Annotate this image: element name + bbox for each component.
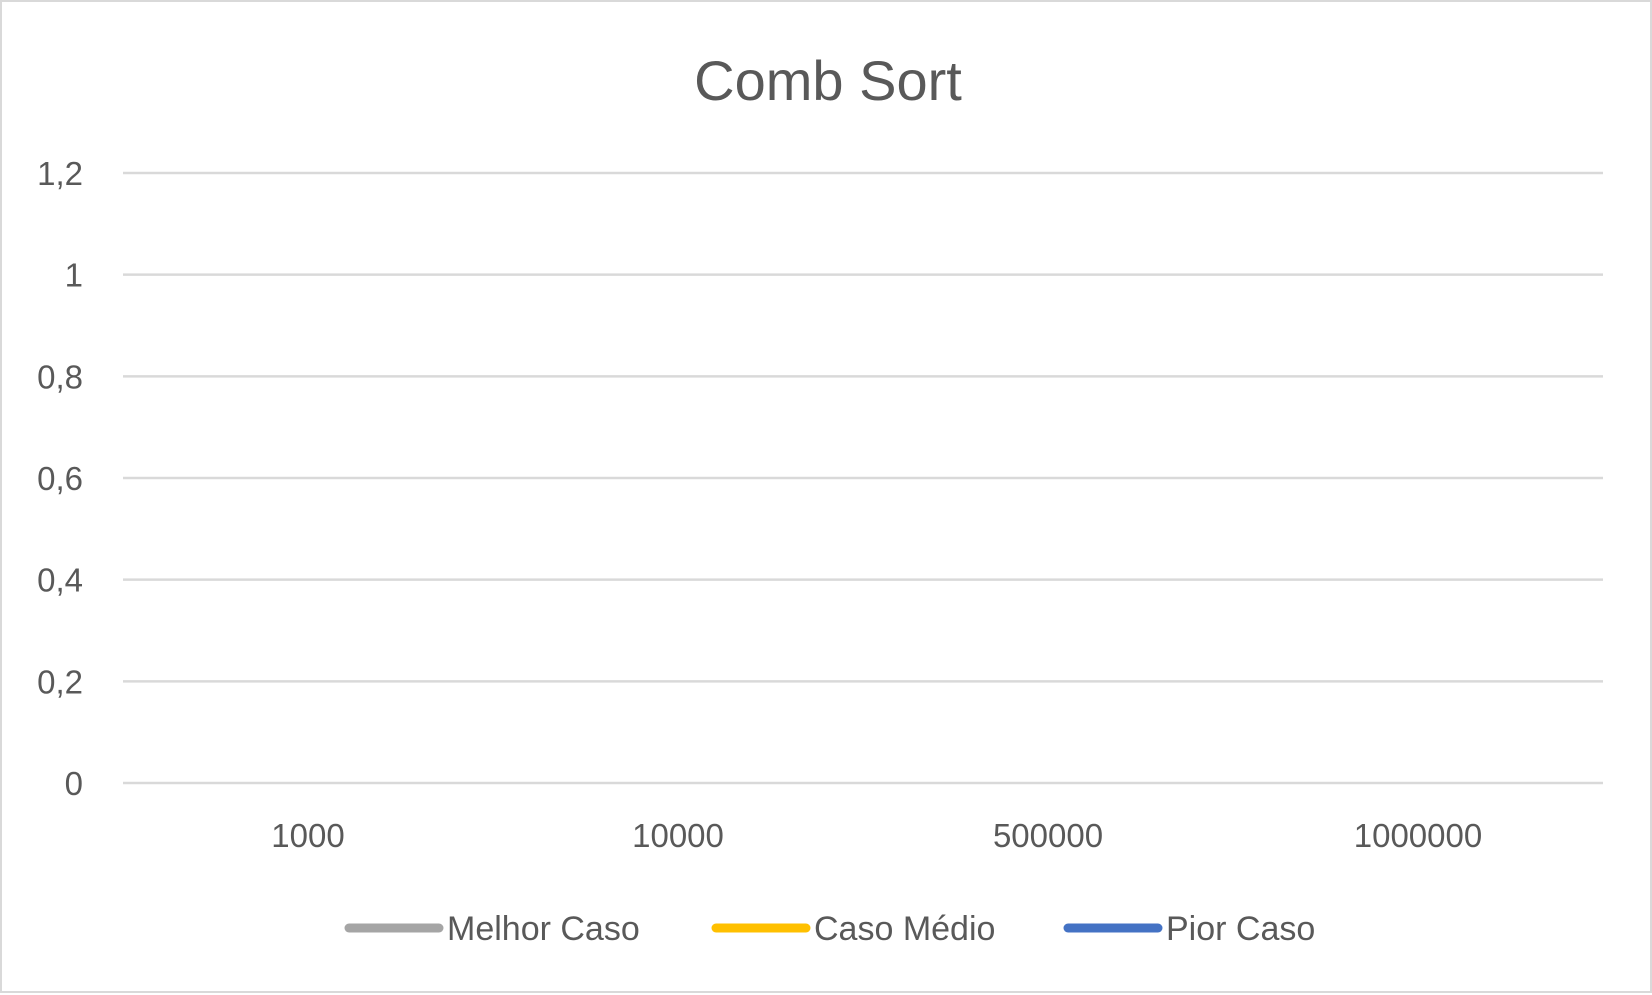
x-axis-tick-labels: 1000 10000 500000 1000000	[271, 817, 1482, 854]
x-tick-label: 10000	[632, 817, 724, 854]
y-tick-label: 1	[65, 257, 83, 294]
chart-title: Comb Sort	[694, 49, 962, 112]
y-tick-label: 0,6	[37, 460, 83, 497]
x-tick-label: 1000	[271, 817, 344, 854]
x-tick-label: 1000000	[1354, 817, 1482, 854]
legend-label: Melhor Caso	[447, 910, 640, 948]
y-axis-tick-labels: 0 0,2 0,4 0,6 0,8 1 1,2	[37, 155, 83, 802]
x-tick-label: 500000	[993, 817, 1103, 854]
y-tick-label: 0,2	[37, 663, 83, 700]
y-tick-label: 0,8	[37, 358, 83, 395]
legend-label: Pior Caso	[1166, 910, 1315, 948]
y-tick-label: 1,2	[37, 155, 83, 192]
y-tick-label: 0	[65, 765, 83, 802]
legend: Melhor Caso Caso Médio Pior Caso	[344, 910, 1315, 948]
gridlines	[123, 171, 1603, 785]
legend-label: Caso Médio	[814, 910, 995, 948]
y-tick-label: 0,4	[37, 562, 83, 599]
